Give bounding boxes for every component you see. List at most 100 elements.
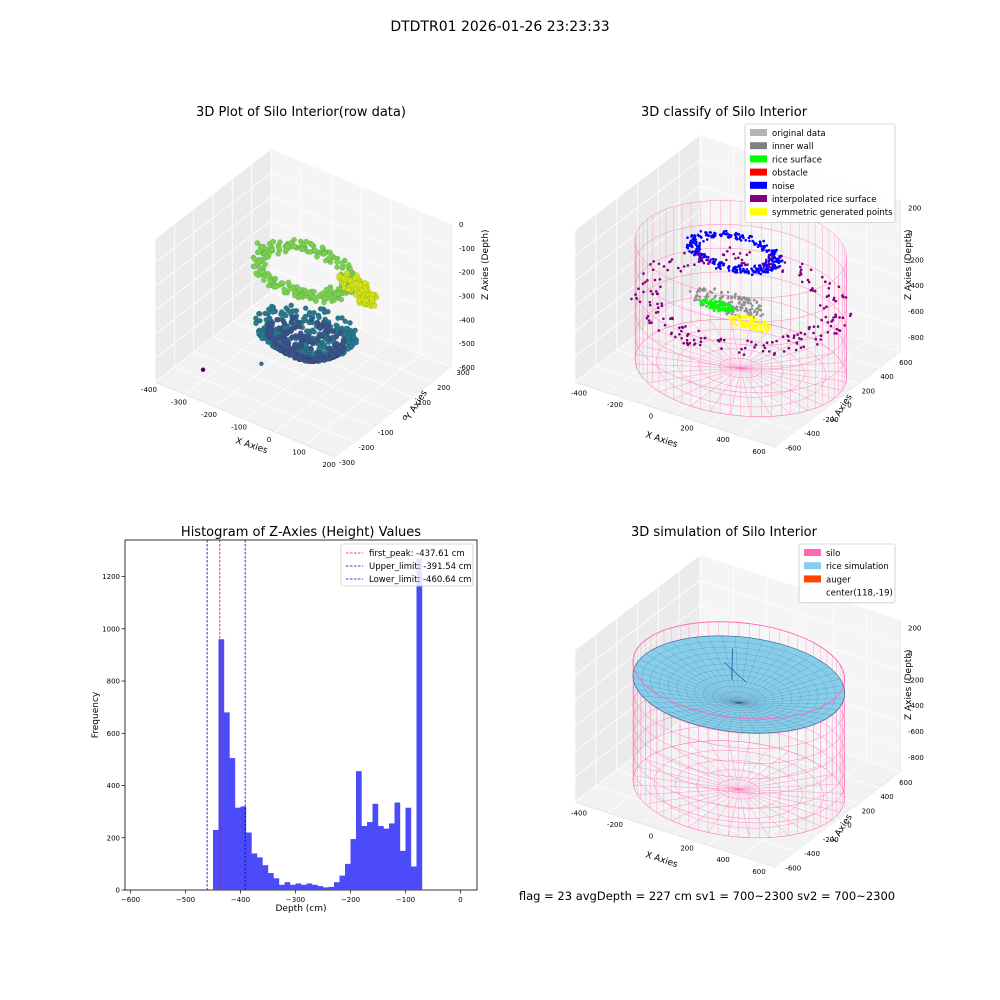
histogram-bar: [312, 884, 318, 890]
p1-data-point: [269, 322, 275, 329]
p1-data-point: [333, 322, 339, 328]
p2-data-point: [702, 289, 705, 293]
p2-data-point: [727, 295, 730, 299]
p2-data-point: [670, 331, 673, 335]
p4-silo-floor-spoke: [738, 789, 833, 820]
p2-silo-floor-spoke: [740, 368, 752, 417]
p1-data-point: [292, 341, 298, 348]
p4-rice-mesh-spoke: [682, 639, 739, 704]
p2-silo-floor-spoke: [658, 367, 741, 392]
histogram-x-tick-label: −100: [396, 896, 415, 904]
p2-data-point: [718, 261, 721, 265]
p1-z-tick-label: -600: [459, 364, 475, 372]
p2-data-point: [838, 316, 841, 319]
p2-silo-floor-spoke: [730, 368, 742, 415]
p2-data-point: [749, 311, 752, 314]
p2-data-point: [682, 342, 685, 345]
p2-data-point: [684, 325, 687, 328]
p2-data-point: [630, 297, 633, 301]
p2-data-point: [700, 253, 703, 257]
p2-data-point: [720, 303, 724, 307]
p2-data-point: [824, 315, 828, 319]
p4-rice-mesh-spoke: [738, 691, 845, 704]
p2-data-point: [679, 269, 683, 273]
p2-data-point: [695, 298, 698, 302]
panel-classify-points: [630, 229, 853, 357]
p2-data-point: [724, 229, 728, 233]
p2-data-point: [723, 232, 727, 236]
p1-data-point: [315, 334, 321, 341]
p1-y-tick-label: -200: [358, 444, 374, 452]
p4-silo-floor-spoke: [738, 783, 841, 790]
p2-data-point: [739, 305, 742, 309]
p2-data-point: [775, 248, 778, 252]
histogram-bar: [251, 853, 258, 890]
histogram-bar: [306, 883, 313, 890]
p2-gridline-y: [699, 135, 901, 353]
p1-y-tick-label: 300: [456, 369, 469, 377]
p4-silo-floor-spoke: [738, 789, 821, 827]
p2-data-point: [762, 344, 765, 347]
p2-data-point: [822, 307, 826, 310]
p2-data-point: [749, 319, 753, 323]
p2-data-point: [792, 334, 796, 337]
p2-data-point: [732, 266, 736, 270]
p2-data-point: [730, 295, 734, 299]
p2-z-tick-label: 200: [908, 205, 921, 213]
histogram-bar: [389, 823, 395, 890]
p4-y-tick-label: 600: [899, 779, 912, 787]
p2-data-point: [803, 332, 807, 336]
p2-data-point: [746, 263, 749, 266]
p4-silo-floor-spoke: [738, 789, 845, 803]
p1-data-point: [290, 284, 297, 290]
p1-data-point: [359, 287, 365, 294]
p2-data-point: [783, 261, 787, 264]
p4-rice-mesh-spoke: [632, 677, 739, 704]
p2-silo-floor-spoke: [639, 345, 741, 369]
p2-data-point: [837, 285, 841, 289]
p4-rice-mesh-spoke: [738, 678, 841, 704]
p1-data-point: [266, 306, 272, 312]
p2-data-point: [849, 312, 853, 316]
p2-data-point: [686, 247, 690, 250]
p2-data-point: [758, 244, 762, 247]
p2-data-point: [657, 262, 661, 266]
p2-silo-floor-spoke: [740, 362, 843, 369]
panel-histogram-vlines: [206, 540, 246, 890]
p2-data-point: [656, 302, 659, 306]
histogram-y-tick-label: 600: [107, 730, 120, 738]
p2-legend-label: original data: [772, 129, 826, 139]
p2-data-point: [735, 323, 738, 327]
p2-data-point: [762, 269, 766, 273]
p2-silo-floor-spoke: [635, 354, 741, 369]
p2-y-tick-label: 0: [847, 402, 851, 410]
p1-data-point: [319, 244, 326, 251]
p1-data-point: [291, 243, 298, 249]
p4-silo-floor-spoke: [728, 789, 739, 837]
p2-data-point: [806, 278, 810, 282]
p1-x-tick-label: -200: [201, 411, 217, 419]
p1-data-point: [352, 327, 358, 334]
histogram-bar: [411, 866, 417, 890]
p2-data-point: [763, 321, 767, 325]
p4-rice-mesh-spoke: [688, 702, 739, 723]
histogram-y-tick-label: 800: [107, 678, 120, 686]
p2-data-point: [749, 327, 753, 330]
p2-legend-swatch: [750, 208, 767, 216]
p2-z-tick-label: -800: [908, 334, 924, 342]
p1-z-tick-label: -500: [459, 340, 475, 348]
p2-data-point: [734, 270, 737, 274]
p2-data-point: [651, 268, 655, 272]
p2-data-point: [747, 270, 750, 273]
p2-data-point: [731, 312, 734, 316]
p2-data-point: [782, 350, 786, 353]
p2-data-point: [770, 249, 774, 253]
p2-data-point: [765, 267, 769, 271]
p2-data-point: [644, 280, 647, 284]
p4-silo-ring: [632, 725, 845, 824]
p4-rice-mesh-spoke: [708, 636, 739, 704]
p1-data-point: [303, 328, 310, 334]
p2-data-point: [748, 308, 752, 312]
p2-gridline-y: [678, 150, 880, 369]
p4-silo-floor-spoke: [656, 751, 739, 790]
